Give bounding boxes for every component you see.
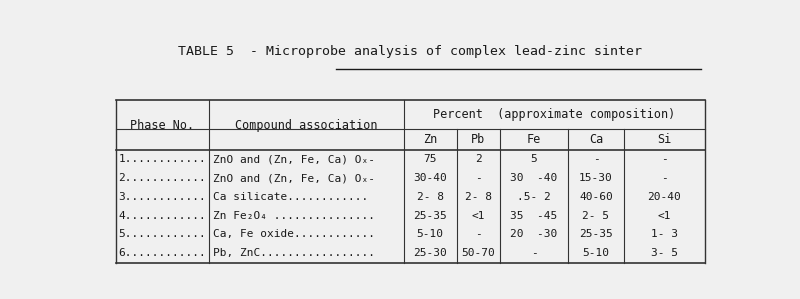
Text: <1: <1 xyxy=(658,211,671,221)
Text: Ca, Fe oxide............: Ca, Fe oxide............ xyxy=(214,229,375,239)
Text: 2............: 2............ xyxy=(118,173,206,183)
Text: 15-30: 15-30 xyxy=(579,173,613,183)
Text: Fe: Fe xyxy=(527,133,541,146)
Text: 2- 8: 2- 8 xyxy=(465,192,492,202)
Text: ZnO and (Zn, Fe, Ca) Oₓ-: ZnO and (Zn, Fe, Ca) Oₓ- xyxy=(214,173,375,183)
Text: 1............: 1............ xyxy=(118,154,206,164)
Text: Pb: Pb xyxy=(471,133,486,146)
Text: 5-10: 5-10 xyxy=(582,248,610,258)
Text: 20-40: 20-40 xyxy=(647,192,681,202)
Text: TABLE 5  - Microprobe analysis of complex lead-zinc sinter: TABLE 5 - Microprobe analysis of complex… xyxy=(178,45,642,59)
Text: Ca: Ca xyxy=(589,133,603,146)
Text: Compound association: Compound association xyxy=(235,119,378,132)
Text: 75: 75 xyxy=(423,154,437,164)
Text: -: - xyxy=(530,248,538,258)
Text: 25-35: 25-35 xyxy=(579,229,613,239)
Text: Ca silicate............: Ca silicate............ xyxy=(214,192,369,202)
Text: -: - xyxy=(475,229,482,239)
Text: 20  -30: 20 -30 xyxy=(510,229,558,239)
Text: 30-40: 30-40 xyxy=(414,173,447,183)
Text: 50-70: 50-70 xyxy=(462,248,495,258)
Text: 1- 3: 1- 3 xyxy=(650,229,678,239)
Text: 2: 2 xyxy=(475,154,482,164)
Text: Pb, ZnC.................: Pb, ZnC................. xyxy=(214,248,375,258)
Text: 30  -40: 30 -40 xyxy=(510,173,558,183)
Text: <1: <1 xyxy=(471,211,485,221)
Text: 5-10: 5-10 xyxy=(417,229,444,239)
Text: 6............: 6............ xyxy=(118,248,206,258)
Text: 5: 5 xyxy=(530,154,538,164)
Text: 2- 5: 2- 5 xyxy=(582,211,610,221)
Text: Si: Si xyxy=(657,133,671,146)
Text: 3- 5: 3- 5 xyxy=(650,248,678,258)
Text: Zn Fe₂O₄ ...............: Zn Fe₂O₄ ............... xyxy=(214,211,375,221)
Text: -: - xyxy=(661,154,667,164)
Text: Percent  (approximate composition): Percent (approximate composition) xyxy=(433,108,675,121)
Text: 3............: 3............ xyxy=(118,192,206,202)
Text: 4............: 4............ xyxy=(118,211,206,221)
Text: 25-30: 25-30 xyxy=(414,248,447,258)
Text: 35  -45: 35 -45 xyxy=(510,211,558,221)
Text: ZnO and (Zn, Fe, Ca) Oₓ-: ZnO and (Zn, Fe, Ca) Oₓ- xyxy=(214,154,375,164)
Text: 25-35: 25-35 xyxy=(414,211,447,221)
Text: .5- 2: .5- 2 xyxy=(517,192,551,202)
Text: Zn: Zn xyxy=(423,133,438,146)
Text: Phase No.: Phase No. xyxy=(130,119,194,132)
Text: 2- 8: 2- 8 xyxy=(417,192,444,202)
Text: 40-60: 40-60 xyxy=(579,192,613,202)
Text: -: - xyxy=(661,173,667,183)
Text: -: - xyxy=(593,154,599,164)
Text: 5............: 5............ xyxy=(118,229,206,239)
Text: -: - xyxy=(475,173,482,183)
